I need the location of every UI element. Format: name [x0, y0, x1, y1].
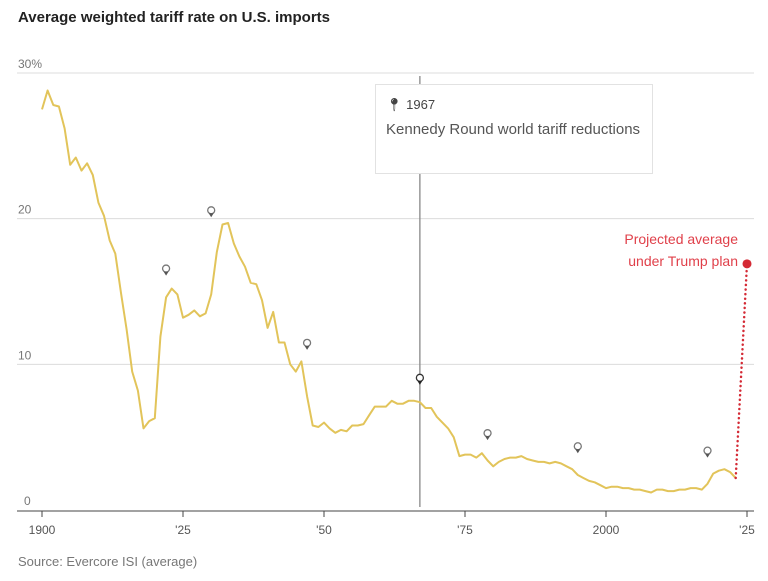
event-pin-icon	[302, 338, 312, 348]
event-pin-icon	[415, 373, 425, 382]
chart-title: Average weighted tariff rate on U.S. imp…	[18, 9, 331, 26]
source-note: Source: Evercore ISI (average)	[18, 554, 198, 569]
projection-point	[742, 259, 752, 269]
projection-line	[734, 262, 749, 480]
y-tick-label: 30%	[18, 57, 42, 71]
x-tick-label: 1900	[29, 523, 56, 537]
event-pin-tip	[575, 449, 581, 454]
event-pin-tip	[705, 453, 711, 458]
event-pin-icon	[573, 442, 582, 451]
event-pin-tip	[304, 345, 310, 350]
event-pin-tip	[485, 436, 491, 441]
y-tick-label: 10	[18, 348, 32, 362]
x-tick-label: '25	[175, 523, 191, 537]
event-pin-icon	[703, 446, 712, 455]
event-pin-tip	[163, 271, 169, 276]
x-tick-label: '75	[457, 523, 473, 537]
event-pin-icon	[207, 206, 216, 215]
event-tooltip: 📍︎ 1967 Kennedy Round world tariff reduc…	[375, 84, 653, 174]
pin-icon: 📍︎	[386, 97, 403, 112]
event-pin-tip	[417, 380, 423, 385]
x-tick-label: 2000	[593, 523, 620, 537]
event-pin-icon	[161, 264, 171, 273]
tooltip-year: 1967	[406, 97, 436, 112]
tariff-line	[41, 89, 737, 494]
x-tick-label: '25	[739, 523, 755, 537]
tooltip-text: Kennedy Round world tariff reductions	[386, 121, 641, 138]
x-tick-label: '50	[316, 523, 332, 537]
projection-label-line2: under Trump plan	[628, 253, 738, 269]
y-tick-label: 0	[24, 494, 31, 508]
projection-label: Projected average under Trump plan	[624, 228, 738, 272]
event-pin-icon	[483, 429, 492, 438]
event-pin-tip	[208, 213, 214, 218]
projection-label-line1: Projected average	[624, 231, 738, 247]
y-tick-label: 20	[18, 203, 32, 217]
